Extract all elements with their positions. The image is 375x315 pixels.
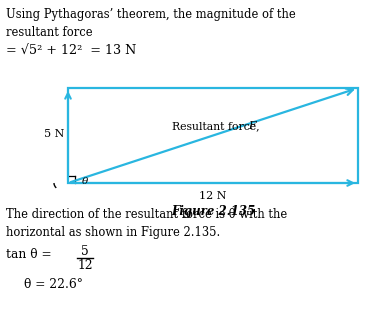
Text: 12: 12: [77, 259, 93, 272]
Text: The direction of the resultant force is θ with the: The direction of the resultant force is …: [6, 208, 287, 221]
Text: 12 N: 12 N: [199, 191, 227, 201]
Text: Using Pythagoras’ theorem, the magnitude of the: Using Pythagoras’ theorem, the magnitude…: [6, 8, 296, 21]
Text: horizontal as shown in Figure 2.135.: horizontal as shown in Figure 2.135.: [6, 226, 220, 239]
Text: resultant force: resultant force: [6, 26, 93, 39]
Text: 5 N: 5 N: [44, 129, 64, 139]
Text: = √5² + 12²  = 13 N: = √5² + 12² = 13 N: [6, 44, 136, 57]
Text: θ: θ: [82, 177, 88, 186]
Text: tan θ =: tan θ =: [6, 248, 56, 261]
Text: 5: 5: [81, 245, 89, 258]
Text: Figure 2.135: Figure 2.135: [171, 205, 255, 218]
Text: Resultant force,: Resultant force,: [172, 121, 264, 131]
Text: θ = 22.6°: θ = 22.6°: [24, 278, 83, 291]
Text: F: F: [248, 121, 256, 131]
Bar: [68, 88, 358, 183]
